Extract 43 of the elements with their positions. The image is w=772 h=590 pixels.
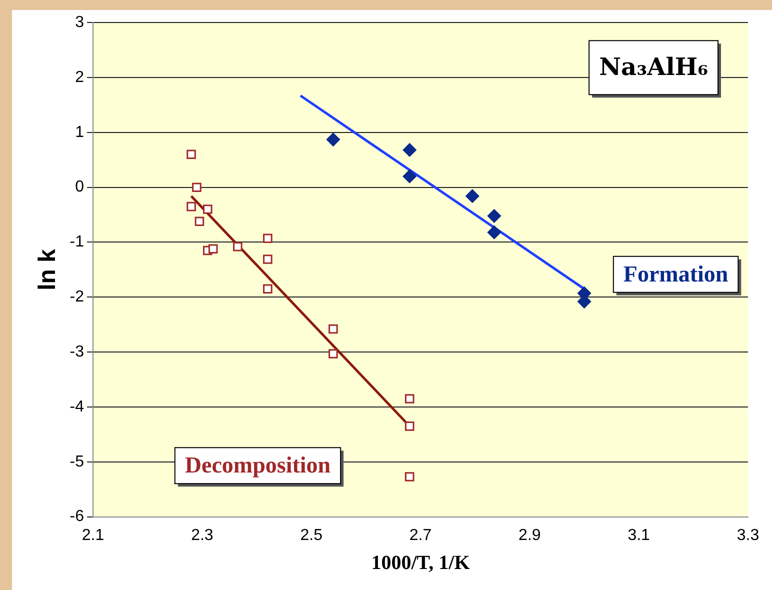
y-tick-label: -4	[70, 398, 84, 416]
point	[404, 472, 414, 482]
y-tick-label: 1	[75, 124, 84, 141]
point	[186, 150, 196, 160]
y-tick-label: -6	[70, 508, 84, 526]
series-label: Formation	[623, 261, 728, 286]
x-axis-title: 1000/T, 1/K	[371, 552, 470, 574]
point	[194, 216, 204, 226]
point	[404, 394, 414, 404]
point	[208, 244, 218, 254]
point	[192, 182, 202, 192]
y-tick-label: -1	[70, 234, 84, 251]
x-tick-label: 2.5	[300, 526, 323, 544]
point	[487, 226, 501, 240]
point	[402, 170, 416, 184]
x-tick-label: 2.7	[409, 526, 432, 544]
point	[233, 242, 242, 252]
point	[404, 422, 414, 431]
point	[328, 324, 338, 334]
y-tick-label: -5	[70, 453, 84, 470]
x-tick-label: 3.3	[736, 526, 760, 544]
point	[263, 284, 272, 294]
point	[328, 349, 338, 358]
x-tick-label: 2.3	[191, 526, 214, 544]
point	[203, 204, 212, 214]
point	[186, 202, 196, 212]
annotation: Na₃AlH₆	[599, 52, 708, 81]
y-tick-label: -2	[70, 288, 84, 306]
point	[402, 143, 416, 157]
x-tick-label: 2.1	[82, 526, 104, 544]
point	[487, 209, 501, 223]
point	[326, 132, 340, 146]
text: Decomposition	[184, 452, 331, 478]
x-tick-label: 3.1	[628, 526, 650, 544]
y-tick-label: -3	[70, 343, 84, 360]
y-tick-label: 0	[75, 178, 84, 196]
x-tick-label: 2.9	[518, 526, 541, 544]
y-axis-title: ln k	[34, 248, 62, 290]
point	[263, 234, 272, 244]
point	[466, 189, 480, 203]
y-tick-label: 3	[75, 14, 84, 32]
point	[263, 254, 272, 264]
y-tick-label: 2	[75, 68, 84, 86]
